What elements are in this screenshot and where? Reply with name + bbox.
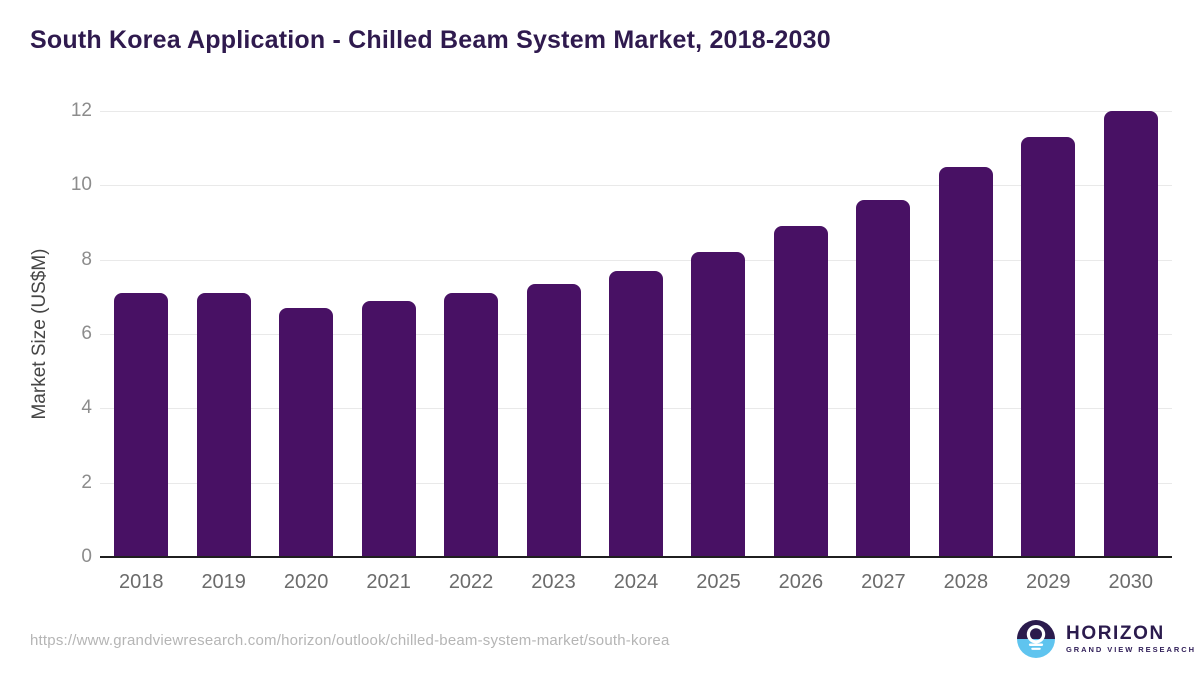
horizon-logo: HORIZON GRAND VIEW RESEARCH xyxy=(1017,619,1196,659)
x-label-2027: 2027 xyxy=(861,571,906,593)
bar-2030[interactable] xyxy=(1103,111,1158,557)
bar-2025[interactable] xyxy=(691,252,746,557)
gridline-10 xyxy=(100,185,1172,187)
x-label-2030: 2030 xyxy=(1108,571,1154,593)
bar-2028[interactable] xyxy=(938,166,993,557)
x-label-2024: 2024 xyxy=(613,571,659,593)
bar-2023[interactable] xyxy=(526,283,581,557)
logo-text: HORIZON GRAND VIEW RESEARCH xyxy=(1066,622,1196,655)
logo-subtitle: GRAND VIEW RESEARCH xyxy=(1066,645,1196,655)
bar-2027[interactable] xyxy=(856,200,911,557)
x-label-2018: 2018 xyxy=(118,571,164,593)
bar-2026[interactable] xyxy=(773,226,828,557)
y-tick-label-0: 0 xyxy=(81,546,92,567)
x-label-2028: 2028 xyxy=(943,571,989,593)
y-tick-label-10: 10 xyxy=(70,174,92,196)
bar-2029[interactable] xyxy=(1021,137,1076,557)
bar-2024[interactable] xyxy=(609,270,663,557)
x-label-2023: 2023 xyxy=(531,571,576,593)
bar-2022[interactable] xyxy=(444,293,499,557)
y-tick-label-12: 12 xyxy=(70,100,92,121)
source-url: https://www.grandviewresearch.com/horizo… xyxy=(30,632,670,649)
x-label-2029: 2029 xyxy=(1026,571,1071,593)
bar-2021[interactable] xyxy=(361,300,416,557)
horizon-sun-icon xyxy=(1017,620,1055,658)
y-tick-label-8: 8 xyxy=(81,248,92,270)
y-tick-label-4: 4 xyxy=(81,397,92,419)
logo-wordmark: HORIZON xyxy=(1066,622,1165,644)
x-label-2022: 2022 xyxy=(448,571,494,593)
x-label-2026: 2026 xyxy=(778,571,824,593)
bar-2019[interactable] xyxy=(196,293,251,557)
y-tick-label-6: 6 xyxy=(81,323,92,344)
bar-2020[interactable] xyxy=(279,307,334,557)
x-label-2020: 2020 xyxy=(283,571,329,593)
x-label-2025: 2025 xyxy=(696,571,741,593)
gridline-8 xyxy=(100,259,1172,261)
chart-title: South Korea Application - Chilled Beam S… xyxy=(30,26,831,54)
x-axis-line xyxy=(100,556,1172,558)
bar-2018[interactable] xyxy=(114,293,169,557)
y-tick-label-2: 2 xyxy=(81,471,92,493)
x-label-2021: 2021 xyxy=(366,571,411,593)
gridline-12 xyxy=(100,111,1172,112)
x-label-2019: 2019 xyxy=(201,571,246,593)
